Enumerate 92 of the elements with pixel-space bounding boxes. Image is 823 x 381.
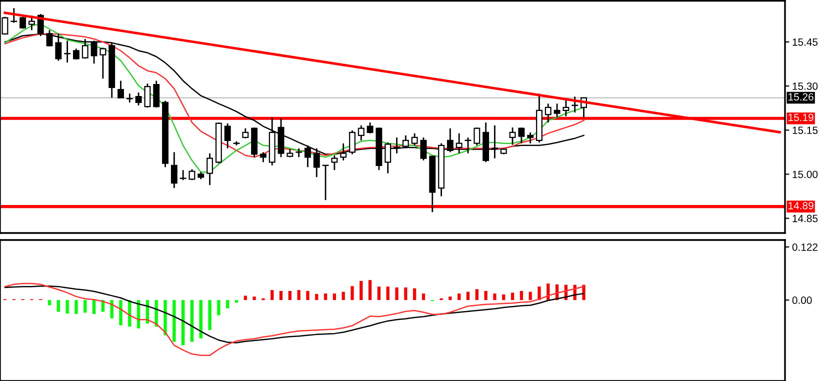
- bar: [458, 294, 461, 300]
- bar: [386, 286, 390, 300]
- bar: [279, 290, 283, 300]
- candlestick: [10, 7, 18, 24]
- bar: [395, 287, 398, 300]
- bar: [110, 300, 114, 318]
- bar: [92, 300, 96, 314]
- ref-line-label: 15.26: [788, 93, 814, 101]
- candlestick: [82, 38, 88, 60]
- candlestick: [544, 102, 552, 124]
- bar: [288, 290, 292, 300]
- candlestick: [135, 92, 142, 106]
- bar: [377, 286, 381, 300]
- bar: [413, 288, 416, 300]
- line-series: [4, 286, 584, 344]
- candlestick: [144, 82, 151, 108]
- candlestick: [554, 102, 560, 118]
- candlestick: [170, 151, 178, 189]
- bar: [234, 300, 238, 303]
- bar: [119, 300, 122, 326]
- line-series: [4, 282, 584, 356]
- y-tick-label: 15.45: [792, 38, 818, 46]
- candlestick: [153, 80, 160, 108]
- bar: [448, 296, 452, 300]
- candlestick: [358, 124, 364, 142]
- bar: [332, 294, 336, 300]
- bar: [324, 294, 328, 300]
- candlestick: [126, 92, 133, 104]
- candlestick: [90, 40, 98, 64]
- bar: [528, 292, 532, 300]
- bar: [315, 294, 318, 300]
- bar: [199, 300, 202, 338]
- bar: [66, 300, 69, 314]
- bar: [244, 296, 247, 300]
- candlestick: [518, 126, 525, 144]
- bar: [466, 292, 470, 300]
- bar: [190, 300, 194, 342]
- bar: [217, 300, 220, 316]
- candlestick: [100, 47, 106, 80]
- candlestick: [366, 122, 374, 134]
- y-tick-label: 0.122: [792, 243, 818, 251]
- bar: [502, 294, 506, 300]
- y-tick-label: 0.00: [792, 296, 812, 304]
- bar: [350, 286, 354, 300]
- bar: [510, 292, 514, 300]
- candlestick: [527, 132, 534, 144]
- candlestick: [118, 80, 124, 98]
- bar: [404, 287, 408, 300]
- bar: [56, 300, 60, 312]
- y-tick-label: 14.85: [792, 214, 818, 222]
- y-tick-label: 15.15: [792, 126, 818, 134]
- bar: [172, 300, 176, 342]
- candlestick: [242, 128, 249, 140]
- candlestick: [562, 100, 570, 117]
- bar: [360, 280, 363, 300]
- bar: [484, 290, 488, 300]
- bar: [208, 300, 212, 330]
- candlestick: [509, 126, 516, 146]
- bar: [164, 300, 167, 336]
- bar: [48, 300, 52, 306]
- candlestick: [64, 40, 71, 64]
- candlestick: [402, 134, 409, 150]
- candlestick: [28, 14, 35, 31]
- candlestick: [331, 154, 338, 171]
- bar: [182, 300, 185, 346]
- bar: [368, 280, 372, 300]
- bar: [520, 290, 523, 300]
- bar: [84, 300, 87, 313]
- candlestick: [411, 132, 418, 146]
- candlestick: [206, 152, 214, 186]
- bar: [226, 300, 230, 308]
- bar: [538, 286, 541, 300]
- candlestick: [260, 151, 266, 163]
- bar: [493, 294, 496, 300]
- candlestick: [72, 48, 80, 60]
- ref-line-label: 15.19: [788, 114, 814, 122]
- y-tick-label: 15.30: [792, 82, 818, 90]
- bar: [297, 290, 300, 300]
- bar: [422, 294, 426, 300]
- ref-line-label: 14.89: [788, 202, 814, 210]
- y-tick-label: 15.00: [792, 170, 818, 178]
- candlestick: [180, 169, 186, 181]
- bar: [252, 296, 256, 300]
- bar: [270, 290, 274, 300]
- bar: [74, 300, 78, 314]
- candlestick: [572, 96, 578, 114]
- bar: [306, 290, 310, 300]
- bar: [342, 292, 345, 300]
- candlestick: [474, 126, 480, 146]
- bar: [475, 289, 478, 300]
- candlestick: [224, 122, 231, 150]
- candlestick: [322, 164, 329, 201]
